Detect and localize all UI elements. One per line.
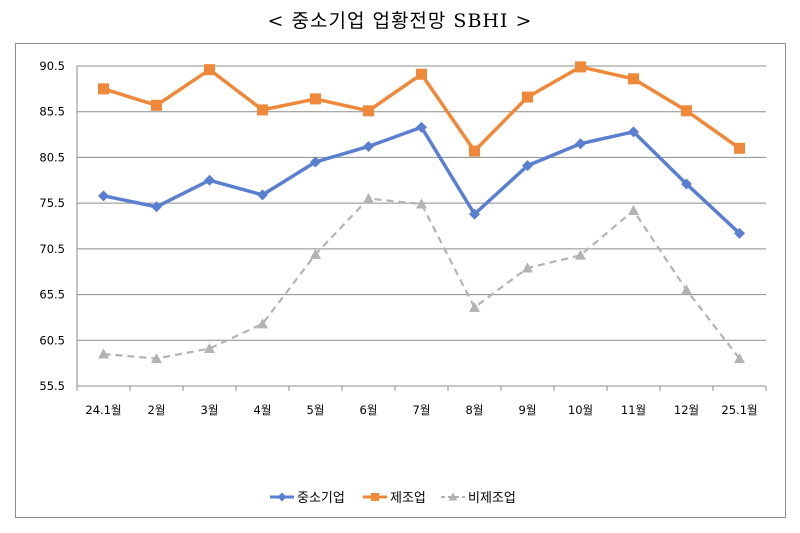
series-3-point bbox=[469, 301, 480, 312]
series-2-point bbox=[522, 91, 533, 103]
series-2-point bbox=[151, 99, 162, 111]
series-1-point bbox=[734, 227, 745, 239]
series-2-point bbox=[310, 93, 321, 105]
series-1-point bbox=[416, 121, 427, 133]
series-2-point bbox=[257, 104, 268, 116]
series-3-point bbox=[151, 353, 162, 364]
x-tick-label: 6월 bbox=[360, 403, 378, 417]
series-1-point bbox=[257, 189, 268, 201]
series-3-point bbox=[575, 249, 586, 260]
series-3-point bbox=[98, 348, 109, 359]
legend-label: 비제조업 bbox=[468, 491, 516, 506]
x-tick-label: 5월 bbox=[307, 403, 325, 417]
legend: 중소기업 제조업 비제조업 bbox=[270, 491, 516, 506]
series-2-point bbox=[734, 142, 745, 154]
series-3-point bbox=[681, 284, 692, 295]
series-2-point bbox=[98, 83, 109, 95]
y-tick-label: 85.5 bbox=[39, 105, 65, 119]
series-3-point bbox=[257, 318, 268, 329]
series-1-point bbox=[310, 156, 321, 168]
y-tick-label: 90.5 bbox=[39, 59, 65, 73]
y-tick-label: 55.5 bbox=[39, 379, 65, 393]
grid-lines bbox=[77, 65, 766, 387]
chart-title: < 중소기업 업황전망 SBHI > bbox=[267, 10, 533, 32]
chart-frame bbox=[15, 43, 786, 518]
y-tick-label: 80.5 bbox=[39, 150, 65, 164]
series-1-point bbox=[522, 160, 533, 172]
legend-marker bbox=[277, 492, 287, 502]
x-axis-ticks: 24.1월 2월 3월 4월 5월 6월 7월 8월 9월 10월 11월 12월 25.1월 bbox=[76, 386, 767, 417]
y-tick-label: 65.5 bbox=[39, 288, 65, 302]
legend-label: 중소기업 bbox=[297, 491, 345, 506]
series-2-point bbox=[469, 145, 480, 157]
series-1-point bbox=[681, 178, 692, 190]
series-3-point bbox=[416, 198, 427, 209]
series-2-point bbox=[363, 105, 374, 117]
x-tick-label: 12월 bbox=[674, 403, 699, 417]
series-3-point bbox=[363, 193, 374, 204]
series-line-1 bbox=[103, 125, 741, 235]
x-tick-label: 4월 bbox=[254, 403, 272, 417]
series-1-point bbox=[151, 201, 162, 213]
x-tick-label: 9월 bbox=[519, 403, 537, 417]
x-tick-label: 11월 bbox=[621, 403, 646, 417]
series-3-point bbox=[734, 353, 745, 364]
x-tick-label: 7월 bbox=[413, 403, 431, 417]
series-1-point bbox=[628, 126, 639, 138]
x-tick-label: 2월 bbox=[148, 403, 166, 417]
legend-marker bbox=[371, 493, 379, 501]
series-3-point bbox=[310, 248, 321, 259]
legend-marker bbox=[448, 492, 458, 501]
series-1-point bbox=[98, 190, 109, 202]
axes bbox=[76, 66, 766, 387]
x-tick-label: 3월 bbox=[201, 403, 219, 417]
y-tick-label: 75.5 bbox=[39, 196, 65, 210]
x-tick-label: 25.1월 bbox=[721, 403, 757, 417]
series-2-point bbox=[416, 68, 427, 80]
legend-label: 제조업 bbox=[390, 491, 426, 506]
series-1-point bbox=[204, 174, 215, 186]
x-tick-label: 10월 bbox=[568, 403, 593, 417]
series-2-point bbox=[204, 64, 215, 76]
y-axis-ticks: 55.5 60.5 65.5 70.5 75.5 80.5 85.5 90.5 bbox=[39, 59, 65, 393]
series-1-point bbox=[575, 138, 586, 150]
series-lines bbox=[102, 65, 741, 360]
y-tick-label: 60.5 bbox=[39, 333, 65, 347]
series-3-point bbox=[628, 204, 639, 215]
series-markers bbox=[98, 61, 745, 364]
y-tick-label: 70.5 bbox=[39, 242, 65, 256]
series-3-point bbox=[522, 262, 533, 273]
series-2-point bbox=[681, 105, 692, 117]
series-2-point bbox=[628, 73, 639, 85]
series-1-point bbox=[469, 208, 480, 220]
series-2-point bbox=[575, 61, 586, 73]
x-tick-label: 8월 bbox=[466, 403, 484, 417]
series-line-3 bbox=[103, 197, 741, 360]
series-1-point bbox=[363, 140, 374, 152]
series-3-point bbox=[204, 343, 215, 354]
x-tick-label: 24.1월 bbox=[85, 403, 121, 417]
